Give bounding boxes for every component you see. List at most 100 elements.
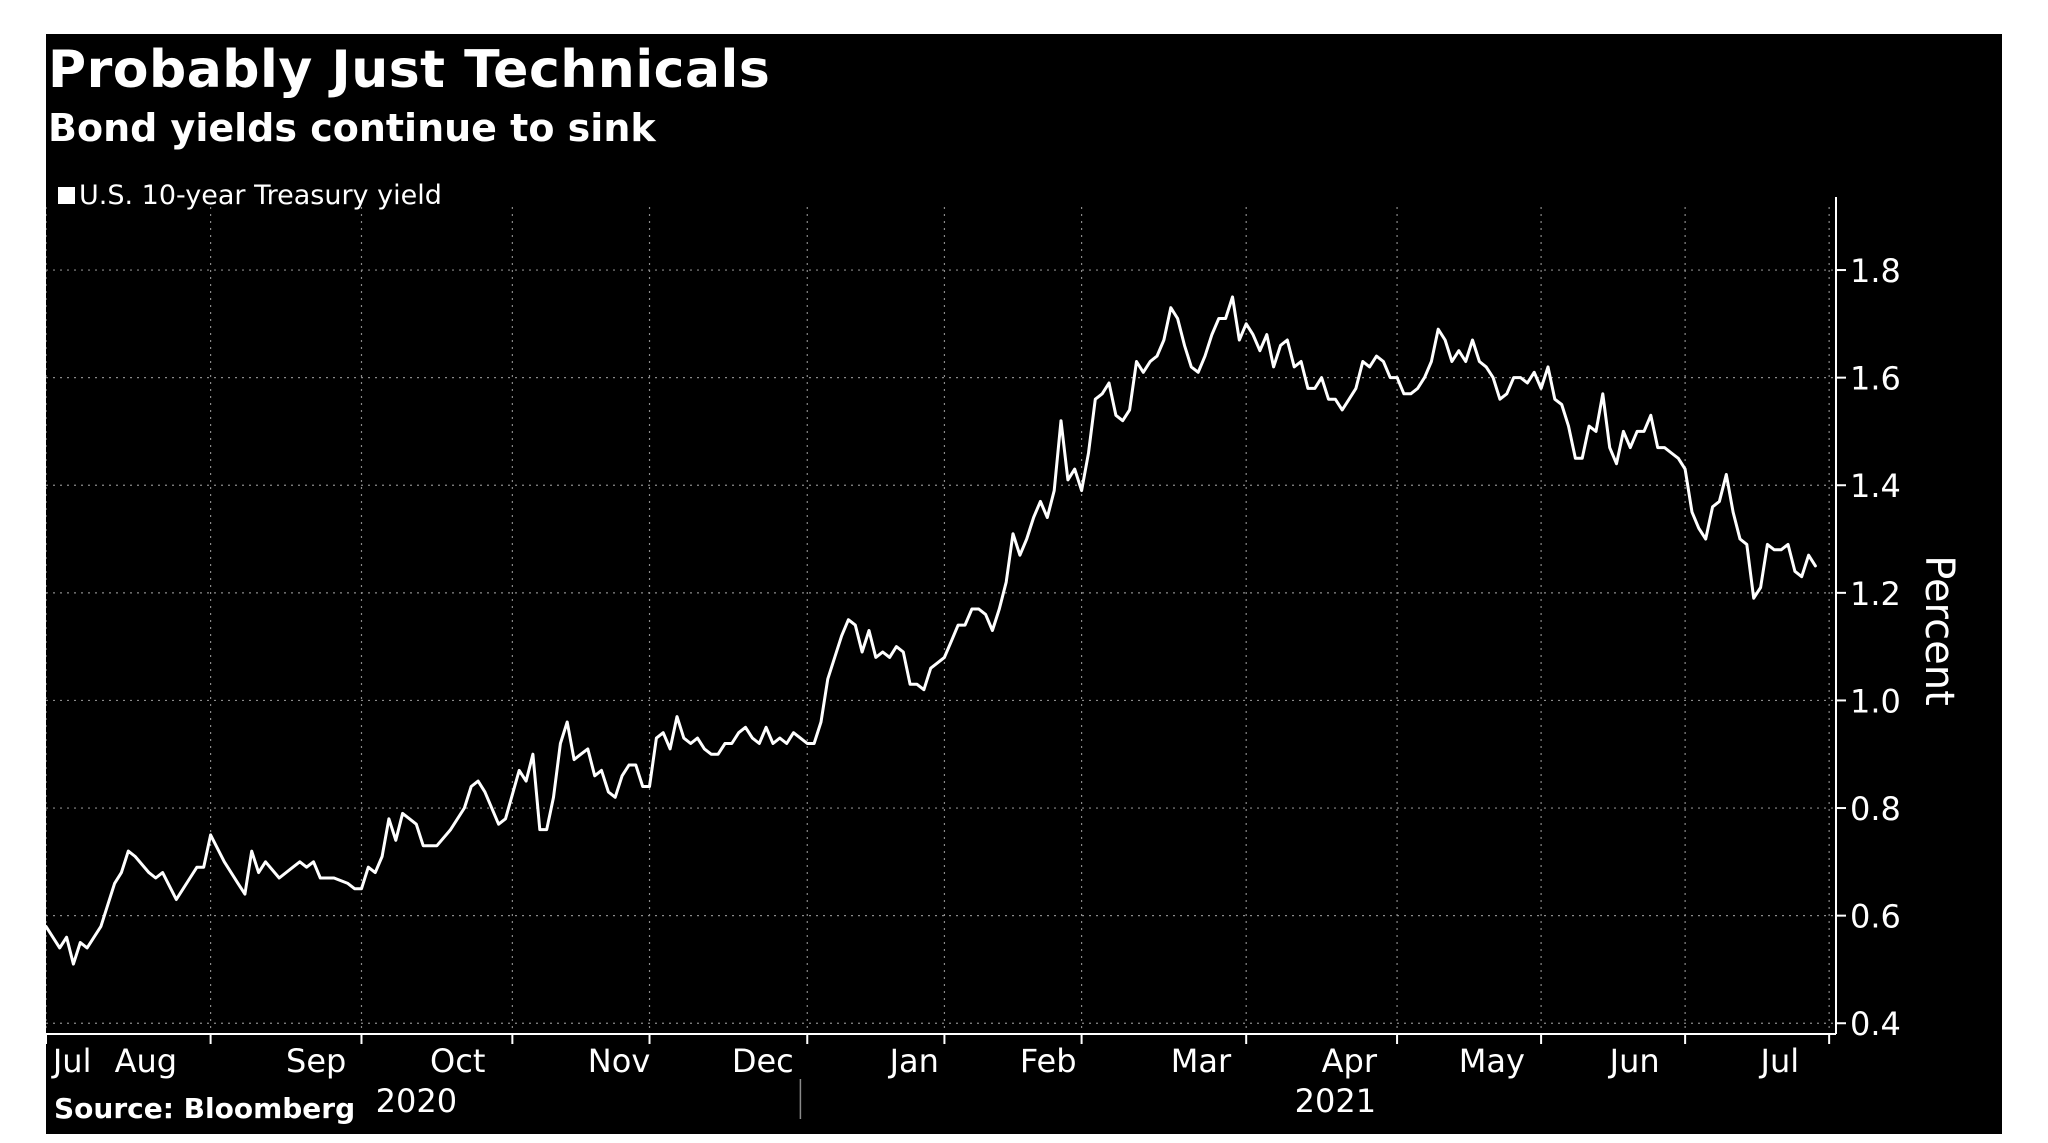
data-point xyxy=(367,866,370,869)
data-point xyxy=(85,946,89,950)
y-tick-label: 0.6 xyxy=(1850,898,1901,936)
data-point xyxy=(1779,548,1783,551)
data-point xyxy=(689,742,692,745)
data-point xyxy=(1265,333,1269,336)
data-point xyxy=(1677,457,1680,460)
data-point xyxy=(1059,419,1063,422)
data-point xyxy=(387,817,391,820)
data-point xyxy=(1505,392,1509,395)
data-point xyxy=(1464,360,1467,363)
y-tick-label: 1.4 xyxy=(1850,467,1901,505)
data-point xyxy=(1299,360,1303,363)
data-point xyxy=(1697,527,1701,530)
year-label: 2021 xyxy=(1295,1082,1376,1120)
legend: U.S. 10-year Treasury yield xyxy=(58,180,442,211)
data-point xyxy=(1025,537,1028,541)
data-point xyxy=(1416,387,1419,390)
data-point xyxy=(586,747,589,751)
axis-labels: 0.4 0.6 0.8 1.0 1.2 1.4 1.6 1.8 Jul Aug Sep Oct Nov D… xyxy=(51,252,1962,1120)
data-point xyxy=(1752,597,1755,600)
source-note: Source: Bloomberg xyxy=(54,1092,356,1125)
data-point xyxy=(1080,489,1083,492)
data-point xyxy=(943,656,946,659)
data-point xyxy=(552,796,555,799)
data-point xyxy=(1334,398,1337,401)
data-point xyxy=(812,742,816,745)
data-point xyxy=(463,806,466,810)
data-point xyxy=(1039,500,1042,503)
data-point xyxy=(243,892,247,896)
data-point xyxy=(120,871,123,874)
data-point xyxy=(1011,532,1015,535)
data-point xyxy=(1197,371,1200,374)
data-point xyxy=(668,747,672,751)
data-point xyxy=(682,736,685,740)
data-point xyxy=(1032,516,1035,519)
data-point xyxy=(65,936,68,939)
data-point xyxy=(353,887,356,890)
data-point xyxy=(1519,376,1522,379)
data-point xyxy=(1258,349,1262,352)
data-point xyxy=(1526,381,1529,385)
data-point xyxy=(250,849,253,853)
data-point xyxy=(1766,543,1769,546)
data-point xyxy=(751,736,754,740)
data-point xyxy=(1018,554,1022,557)
data-point xyxy=(1224,317,1227,320)
data-point xyxy=(991,629,994,632)
data-point xyxy=(703,747,706,751)
data-point xyxy=(922,688,926,691)
data-point xyxy=(518,769,521,772)
data-point xyxy=(470,785,473,788)
data-point xyxy=(1649,414,1653,417)
data-point xyxy=(696,736,699,740)
data-point xyxy=(79,941,82,944)
data-point xyxy=(449,828,452,831)
plot-area: 0.4 0.6 0.8 1.0 1.2 1.4 1.6 1.8 Jul Aug Sep Oct Nov D… xyxy=(46,197,1962,1120)
data-point xyxy=(675,715,679,718)
data-point xyxy=(1155,354,1159,358)
data-point xyxy=(806,742,809,745)
data-point xyxy=(1368,365,1371,369)
data-point xyxy=(1320,376,1323,379)
data-point xyxy=(956,623,960,627)
data-point xyxy=(1114,414,1118,417)
data-point xyxy=(1567,424,1570,428)
data-point xyxy=(154,876,157,880)
data-point xyxy=(854,623,857,627)
data-point xyxy=(1169,306,1173,309)
data-point xyxy=(977,607,980,611)
data-point xyxy=(209,833,212,837)
data-point xyxy=(593,774,596,777)
data-point xyxy=(908,683,912,686)
data-point xyxy=(360,887,363,890)
data-point xyxy=(531,753,535,756)
data-point xyxy=(819,720,823,724)
data-point xyxy=(1485,365,1488,369)
data-point xyxy=(319,876,322,880)
data-point xyxy=(874,656,877,659)
data-point xyxy=(524,779,528,783)
data-point xyxy=(963,623,967,627)
data-point xyxy=(620,774,624,777)
data-point xyxy=(1615,462,1618,465)
data-point xyxy=(1663,446,1666,449)
data-point xyxy=(1629,446,1632,449)
data-point xyxy=(833,656,836,659)
data-point xyxy=(415,823,418,826)
data-point xyxy=(792,731,795,734)
data-point xyxy=(627,763,631,767)
chart-title: Probably Just Technicals xyxy=(48,40,771,100)
series-line xyxy=(46,295,1817,966)
data-point xyxy=(1642,430,1646,433)
y-tick-label: 1.8 xyxy=(1850,252,1901,290)
data-point xyxy=(1491,376,1495,379)
data-point xyxy=(998,607,1001,611)
data-point xyxy=(1251,333,1255,336)
series xyxy=(46,295,1817,966)
axes xyxy=(46,197,1846,1119)
data-point xyxy=(771,742,775,745)
data-point xyxy=(1546,365,1550,369)
data-point xyxy=(1046,516,1049,519)
data-point xyxy=(504,817,507,820)
